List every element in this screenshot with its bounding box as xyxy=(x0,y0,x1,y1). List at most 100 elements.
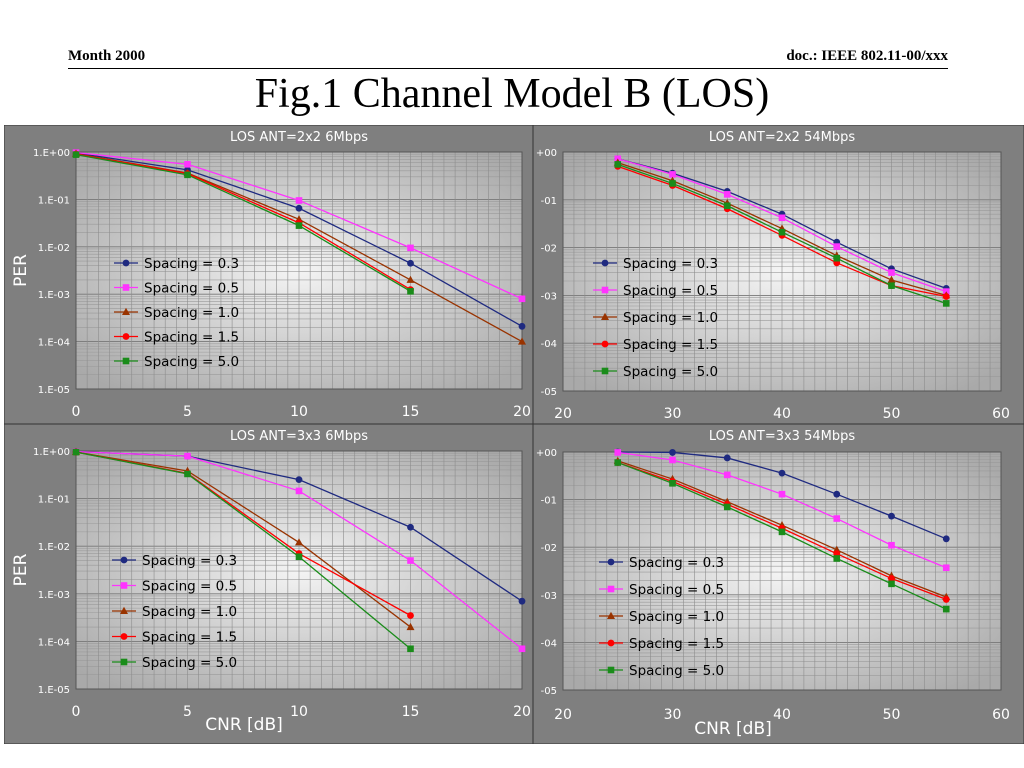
data-point xyxy=(942,564,950,572)
data-point xyxy=(518,597,526,605)
legend-label: Spacing = 0.5 xyxy=(629,582,724,598)
y-tick-label: 1.E-05 xyxy=(38,685,70,696)
legend-marker xyxy=(122,307,130,315)
x-axis-label: CNR [dB] xyxy=(205,715,283,735)
legend-marker xyxy=(120,658,128,666)
chart-3x3-54mbps: LOS ANT=3x3 54Mbps +00 -01 -02 -03 -04 -05 20 30… xyxy=(532,423,1024,745)
data-point xyxy=(407,523,414,531)
y-tick-label: -05 xyxy=(541,686,557,697)
slide-title: Fig.1 Channel Model B (LOS) xyxy=(254,71,770,117)
legend-marker xyxy=(601,367,609,375)
legend: Spacing = 0.3 Spacing = 0.5 Spacing = 1.0 S… xyxy=(114,256,239,370)
data-point xyxy=(614,161,622,168)
data-point xyxy=(669,456,676,464)
gridlines xyxy=(562,452,1002,691)
y-tick-label: -02 xyxy=(541,543,557,554)
legend-label: Spacing = 5.0 xyxy=(144,354,239,370)
data-point xyxy=(833,254,841,262)
data-point xyxy=(518,645,526,653)
legend-marker xyxy=(601,312,609,320)
series-5 xyxy=(72,151,414,295)
data-point xyxy=(518,295,526,303)
x-tick-label: 30 xyxy=(664,707,682,723)
legend-label: Spacing = 1.0 xyxy=(623,310,718,326)
x-tick-label: 40 xyxy=(773,707,791,723)
chart-panel-2x2-54mbps: LOS ANT=2x2 54Mbps +00 -01 -02 -03 -04 -05 20 30… xyxy=(532,124,1024,425)
y-tick-label: 1.E-02 xyxy=(38,542,70,553)
legend-marker xyxy=(120,606,128,614)
x-tick-label: 5 xyxy=(183,704,192,720)
data-point xyxy=(407,612,414,619)
legend-label: Spacing = 0.5 xyxy=(142,579,237,595)
data-point xyxy=(295,487,303,495)
x-tick-label: 0 xyxy=(72,404,81,420)
y-tick-label: 1.E-04 xyxy=(38,338,70,349)
data-point xyxy=(778,490,786,498)
data-point xyxy=(406,275,415,283)
legend-marker xyxy=(607,611,615,619)
chart-title: LOS ANT=3x3 54Mbps xyxy=(709,429,855,444)
legend-marker xyxy=(607,666,615,674)
data-point xyxy=(614,459,622,466)
data-point xyxy=(407,557,414,564)
data-point xyxy=(184,470,191,478)
data-point xyxy=(942,596,950,603)
legend-marker xyxy=(601,259,609,267)
legend-marker xyxy=(122,284,130,291)
legend-marker xyxy=(607,585,615,593)
legend-label: Spacing = 1.5 xyxy=(629,636,724,652)
y-tick-label: 1.E-04 xyxy=(38,637,70,648)
legend-marker xyxy=(122,333,130,340)
legend-label: Spacing = 1.5 xyxy=(144,330,239,346)
data-point xyxy=(295,538,303,546)
x-tick-label: 20 xyxy=(513,404,531,420)
data-point xyxy=(723,471,731,479)
x-tick-label: 15 xyxy=(402,704,420,720)
chart-title: LOS ANT=2x2 54Mbps xyxy=(709,130,855,145)
data-point xyxy=(407,288,414,295)
y-tick-label: -04 xyxy=(541,339,557,350)
data-point xyxy=(888,512,895,520)
chart-title: LOS ANT=2x2 6Mbps xyxy=(230,130,368,145)
plot-border xyxy=(562,451,1002,691)
data-point xyxy=(778,469,786,477)
y-tick-label: 1.E-01 xyxy=(38,495,70,506)
data-point xyxy=(888,575,895,582)
y-tick-label: 1.E-03 xyxy=(38,290,70,301)
data-point xyxy=(295,476,303,484)
series-2 xyxy=(614,449,950,572)
legend-label: Spacing = 1.0 xyxy=(144,305,239,321)
y-tick-label: -05 xyxy=(541,387,557,398)
x-tick-label: 30 xyxy=(664,406,682,422)
legend-marker xyxy=(120,556,128,564)
legend-marker xyxy=(122,357,130,365)
x-tick-label: 50 xyxy=(883,707,901,723)
data-point xyxy=(406,622,415,631)
data-point xyxy=(295,222,303,229)
legend-label: Spacing = 0.3 xyxy=(144,256,239,272)
data-point xyxy=(295,553,303,561)
legend-label: Spacing = 0.3 xyxy=(142,553,237,569)
series-line xyxy=(75,451,411,650)
legend-label: Spacing = 1.5 xyxy=(142,630,237,646)
data-point xyxy=(184,171,191,179)
data-point xyxy=(778,214,786,222)
x-tick-label: 0 xyxy=(72,704,81,720)
y-tick-label: +00 xyxy=(536,448,557,459)
data-point xyxy=(778,528,786,536)
legend-label: Spacing = 0.3 xyxy=(623,256,718,272)
data-point xyxy=(888,580,895,588)
x-tick-label: 50 xyxy=(883,406,901,422)
data-point xyxy=(407,645,414,653)
legend-label: Spacing = 5.0 xyxy=(142,655,237,671)
y-tick-label: 1.E-02 xyxy=(38,243,70,254)
data-point xyxy=(295,204,303,212)
y-tick-label: -01 xyxy=(541,496,557,507)
chart-panel-2x2-6mbps: LOS ANT=2x2 6Mbps 1.E+00 1.E-01 1.E-02 1.E-0… xyxy=(3,124,534,425)
data-point xyxy=(833,243,841,250)
chart-2x2-6mbps: LOS ANT=2x2 6Mbps 1.E+00 1.E-01 1.E-02 1.E-0… xyxy=(3,124,534,425)
x-tick-label: 15 xyxy=(402,404,420,420)
data-point xyxy=(407,259,414,267)
x-tick-label: 5 xyxy=(183,404,192,420)
gridlines xyxy=(75,451,523,690)
